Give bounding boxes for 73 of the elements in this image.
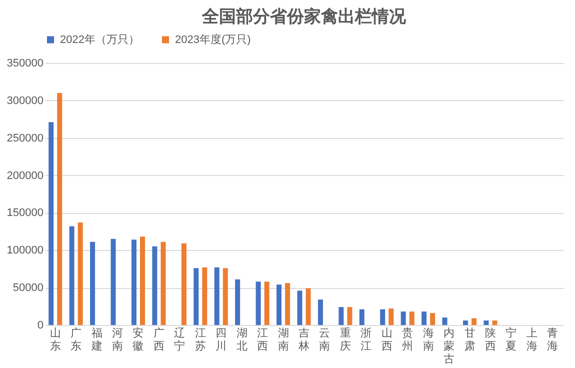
x-tick-label: 海南 <box>422 328 434 352</box>
bar <box>90 242 96 325</box>
legend-label: 2023年度(万只) <box>175 32 251 46</box>
x-tick-label: 青海 <box>547 326 558 352</box>
legend-label: 2022年（万只） <box>60 34 140 46</box>
x-tick-label: 广东 <box>70 326 82 352</box>
bar <box>202 267 208 325</box>
x-tick-label: 上海 <box>526 326 538 352</box>
x-tick-label: 安徽 <box>132 326 144 352</box>
bar <box>388 308 394 325</box>
y-tick-label: 200000 <box>6 170 44 182</box>
bar <box>400 312 406 325</box>
x-tick-label: 河南 <box>112 328 124 352</box>
y-tick-label: 350000 <box>6 58 44 70</box>
bar <box>462 320 468 325</box>
bar <box>110 238 116 325</box>
x-tick-label: 山东 <box>50 326 61 352</box>
bar <box>484 320 489 325</box>
x-tick-label: 贵州 <box>402 326 414 352</box>
bar <box>256 282 261 325</box>
bar <box>422 312 427 325</box>
bar <box>380 309 386 325</box>
x-tick-label: 湖北 <box>236 328 248 352</box>
bar <box>235 279 240 325</box>
bar <box>306 288 311 325</box>
x-tick-label: 重庆 <box>340 326 351 352</box>
x-tick-label: 江苏 <box>194 328 206 352</box>
bar <box>78 222 83 325</box>
x-tick-label: 福建 <box>90 326 102 352</box>
bar <box>285 283 290 325</box>
bar <box>442 318 448 325</box>
bar <box>318 300 323 325</box>
bar <box>409 312 414 325</box>
bar <box>472 318 477 325</box>
x-tick-label: 陕西 <box>484 328 496 352</box>
y-tick-label: 50000 <box>12 282 44 294</box>
bar <box>152 246 158 325</box>
x-tick-label: 宁夏 <box>506 326 517 352</box>
bar <box>347 307 352 325</box>
x-tick-label: 浙江 <box>360 326 372 352</box>
x-tick-label: 广西 <box>153 326 164 352</box>
y-tick-label: 100000 <box>6 244 44 257</box>
bar <box>264 282 270 325</box>
bar <box>297 290 302 325</box>
bar <box>359 309 364 325</box>
bar <box>69 226 74 325</box>
x-tick-label: 云南 <box>319 328 330 352</box>
x-tick-label: 江西 <box>257 328 268 352</box>
bar <box>48 122 54 325</box>
bar <box>276 284 282 325</box>
bar <box>338 307 344 325</box>
x-tick-label: 湖南 <box>278 328 289 352</box>
y-tick-label: 300000 <box>6 94 44 107</box>
bar <box>181 243 186 325</box>
x-tick-label: 辽宁 <box>174 328 186 352</box>
x-tick-label: 山西 <box>381 326 392 352</box>
bar <box>214 267 220 325</box>
x-tick-label: 内蒙古 <box>444 326 455 366</box>
bar <box>222 268 228 325</box>
y-tick-label: 250000 <box>6 132 44 144</box>
bar <box>492 320 498 325</box>
chart-title: 全国部分省份家禽出栏情况 <box>201 7 407 26</box>
bar <box>131 240 136 325</box>
bar <box>430 313 436 325</box>
y-tick-label: 0 <box>37 320 44 332</box>
x-tick-label: 吉林 <box>298 326 310 352</box>
bar <box>194 268 199 325</box>
x-tick-label: 甘肃 <box>464 326 476 352</box>
x-tick-label: 四川 <box>216 328 227 352</box>
y-tick-label: 150000 <box>6 207 44 220</box>
bar <box>160 242 166 325</box>
bar <box>140 236 146 325</box>
bar <box>57 92 62 325</box>
